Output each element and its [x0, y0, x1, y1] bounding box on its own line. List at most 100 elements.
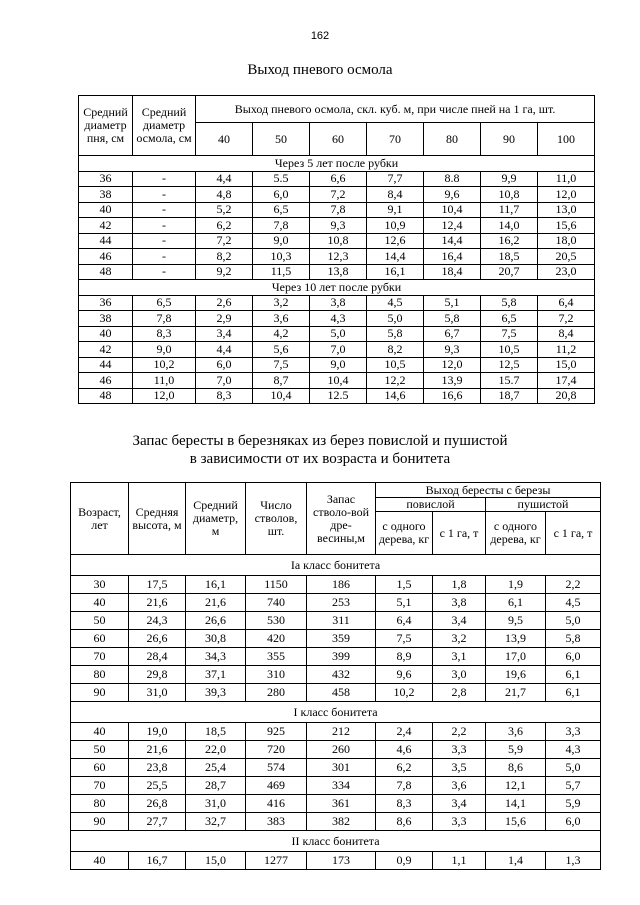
- table-row: 38-4,8 6,0 7,2 8,4 9,6 10,8 12,0: [78, 186, 596, 203]
- cell: 5,7: [544, 776, 602, 795]
- cell: 32,7: [185, 812, 246, 831]
- cell: 60: [70, 758, 129, 777]
- header-cell: 50: [252, 122, 310, 156]
- cell: 6,0: [544, 647, 602, 666]
- cell: 14,1: [485, 794, 546, 813]
- cell: 420: [245, 629, 307, 648]
- section-row: I класс бонитета: [69, 701, 602, 723]
- cell: 310: [245, 665, 307, 684]
- cell: 5,8: [544, 629, 602, 648]
- cell: 458: [306, 683, 376, 702]
- cell: 1150: [245, 575, 307, 594]
- table-row: 44-7,2 9,0 10,8 12,6 14,4 16,2 18,0: [78, 232, 596, 249]
- cell: 8,4: [366, 186, 424, 203]
- cell: 4,2: [252, 325, 310, 342]
- cell: 8,2: [366, 341, 424, 358]
- cell: 25,4: [185, 758, 246, 777]
- table-row: 40 19,0 18,5 925 212 2,4 2,2 3,6 3,3: [70, 722, 602, 741]
- cell: 8,6: [375, 812, 433, 831]
- cell: 334: [306, 776, 376, 795]
- table-row: 30 17,5 16,1 1150 186 1,5 1,8 1,9 2,2: [70, 575, 602, 594]
- table-row: 48-9,2 11,5 13,8 16,1 18,4 20,7 23,0: [78, 263, 596, 280]
- cell: 10,2: [375, 683, 433, 702]
- cell: 11,0: [132, 372, 196, 389]
- section-title: Через 5 лет после рубки: [77, 155, 596, 172]
- cell: 8.8: [423, 170, 481, 187]
- cell: 42: [78, 217, 133, 234]
- cell: 9,0: [132, 341, 196, 358]
- cell: 3,0: [432, 665, 486, 684]
- cell: 3,4: [432, 611, 486, 630]
- cell: 50: [70, 740, 129, 759]
- cell: 16,7: [128, 851, 186, 870]
- cell: 7,2: [195, 232, 253, 249]
- cell: 7,8: [375, 776, 433, 795]
- cell: 4,3: [309, 310, 367, 327]
- cell: 42: [78, 341, 133, 358]
- cell: 18,5: [185, 722, 246, 741]
- table: Средний диаметр пня, см Средний диаметр о…: [77, 95, 596, 404]
- section-title: Через 10 лет после рубки: [77, 279, 596, 296]
- cell: 1277: [245, 851, 307, 870]
- section-row: II класс бонитета: [69, 830, 602, 852]
- cell: 16,2: [480, 232, 538, 249]
- cell: 12,2: [366, 372, 424, 389]
- table-row: 90 27,7 32,7 383 382 8,6 3,3 15,6 6,0: [70, 812, 602, 831]
- cell: 530: [245, 611, 307, 630]
- header-cell: Средний диаметр пня, см: [78, 95, 133, 156]
- table-row: 70 25,5 28,7 469 334 7,8 3,6 12,1 5,7: [70, 776, 602, 795]
- cell: 260: [306, 740, 376, 759]
- cell: 416: [245, 794, 307, 813]
- cell: 10,8: [480, 186, 538, 203]
- table-row: 60 26,6 30,8 420 359 7,5 3,2 13,9 5,8: [70, 629, 602, 648]
- cell: 46: [78, 372, 133, 389]
- cell: 11,0: [536, 170, 596, 187]
- header-cell: повислой: [375, 497, 486, 512]
- cell: 12.5: [309, 387, 367, 404]
- cell: 12,5: [480, 356, 538, 373]
- cell: 6,0: [195, 356, 253, 373]
- cell: 4,5: [366, 294, 424, 311]
- table-row: 80 26,8 31,0 416 361 8,3 3,4 14,1 5,9: [70, 794, 602, 813]
- cell: 38: [78, 186, 133, 203]
- cell: 1,3: [544, 851, 602, 870]
- cell: 6,1: [544, 665, 602, 684]
- cell: 925: [245, 722, 307, 741]
- table-row: 60 23,8 25,4 574 301 6,2 3,5 8,6 5,0: [70, 758, 602, 777]
- cell: 16,6: [423, 387, 481, 404]
- cell: 212: [306, 722, 376, 741]
- cell: 22,0: [185, 740, 246, 759]
- cell: 6,1: [544, 683, 602, 702]
- cell: 1,8: [432, 575, 486, 594]
- cell: 18,4: [423, 263, 481, 280]
- cell: 80: [70, 665, 129, 684]
- section-title: Ia класс бонитета: [69, 554, 602, 576]
- table-row: 46 11,0 7,0 8,7 10,4 12,2 13,9 15.7 17,4: [78, 372, 596, 389]
- cell: 6,0: [544, 812, 602, 831]
- cell: 15,0: [536, 356, 596, 373]
- cell: 20,8: [536, 387, 596, 404]
- cell: 11,5: [252, 263, 310, 280]
- cell: 6,2: [375, 758, 433, 777]
- cell: 80: [70, 794, 129, 813]
- cell: 3,3: [432, 740, 486, 759]
- header-cell: 80: [423, 122, 481, 156]
- cell: 16,4: [423, 248, 481, 265]
- header-cell: Средний диаметр, м: [185, 482, 246, 555]
- header-cell: с 1 га, т: [432, 511, 486, 555]
- cell: 3,5: [432, 758, 486, 777]
- cell: 5,0: [544, 758, 602, 777]
- cell: -: [132, 232, 196, 249]
- cell: 3,4: [195, 325, 253, 342]
- cell: -: [132, 201, 196, 218]
- cell: -: [132, 186, 196, 203]
- cell: 7,0: [309, 341, 367, 358]
- cell: 44: [78, 356, 133, 373]
- header-cell: 60: [309, 122, 367, 156]
- table: Возраст, лет Средняя высота, м Средний диа…: [69, 482, 602, 870]
- cell: 10,2: [132, 356, 196, 373]
- cell: 40: [78, 325, 133, 342]
- cell: 5,0: [366, 310, 424, 327]
- cell: 40: [78, 201, 133, 218]
- section-row: Через 5 лет после рубки: [77, 155, 596, 172]
